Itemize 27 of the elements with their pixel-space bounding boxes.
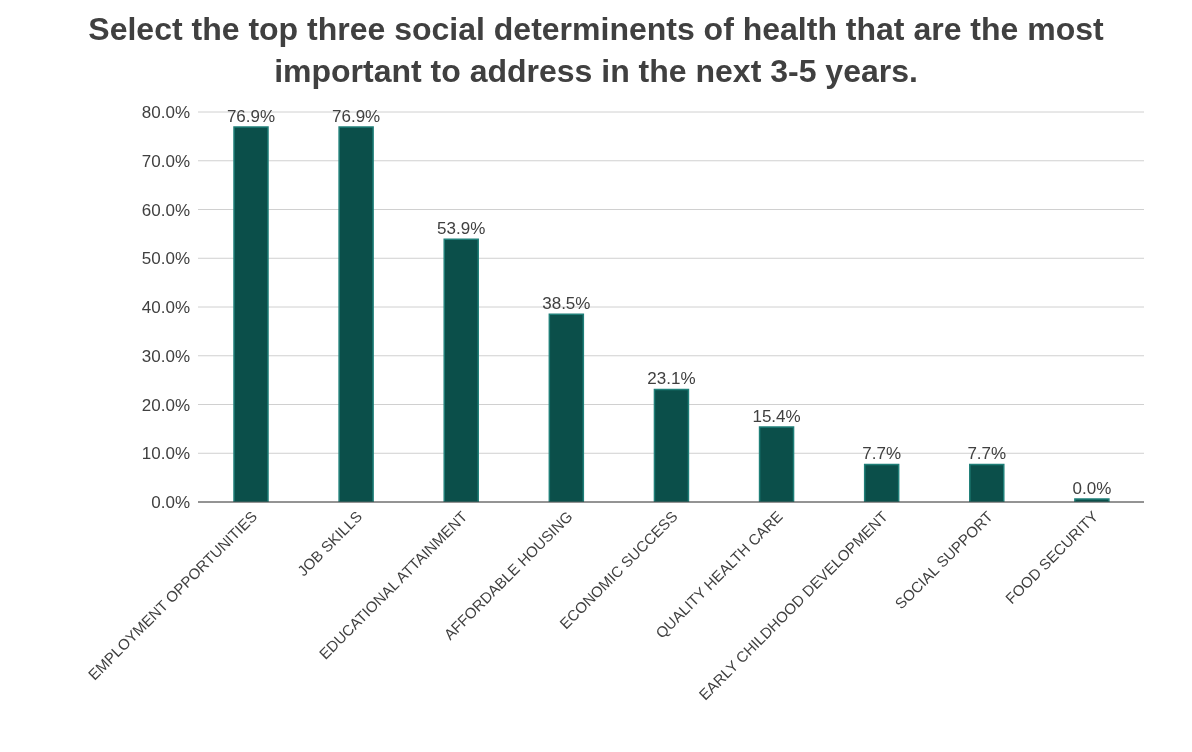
bar: [233, 126, 269, 502]
data-label: 76.9%: [332, 107, 381, 127]
bar: [863, 463, 900, 502]
y-tick-label: 20.0%: [141, 395, 190, 415]
data-label: 0.0%: [1072, 479, 1112, 498]
bar: [548, 313, 585, 502]
chart-title: Select the top three social determinents of health that are the most important to address in the next 3-5 years.: [87, 10, 1105, 91]
bar: [653, 388, 690, 502]
data-label: 53.9%: [437, 219, 486, 239]
y-tick-label: 50.0%: [141, 249, 190, 269]
y-tick-label: 40.0%: [141, 298, 190, 318]
y-tick-label: 30.0%: [141, 346, 190, 366]
data-label: 7.7%: [862, 444, 902, 464]
data-label: 7.7%: [967, 444, 1007, 464]
y-tick-label: 60.0%: [141, 200, 190, 220]
bar: [443, 238, 479, 502]
y-tick-label: 70.0%: [141, 151, 190, 171]
data-label: 23.1%: [647, 369, 696, 389]
data-label: 15.4%: [752, 406, 801, 426]
data-label: 76.9%: [226, 107, 276, 127]
y-tick-label: 10.0%: [141, 444, 190, 464]
bar: [758, 426, 795, 502]
y-tick-label: 80.0%: [141, 103, 190, 123]
y-tick-label: 0.0%: [151, 493, 190, 513]
bar: [338, 126, 374, 502]
bar: [969, 463, 1005, 502]
data-label: 38.5%: [542, 294, 591, 314]
